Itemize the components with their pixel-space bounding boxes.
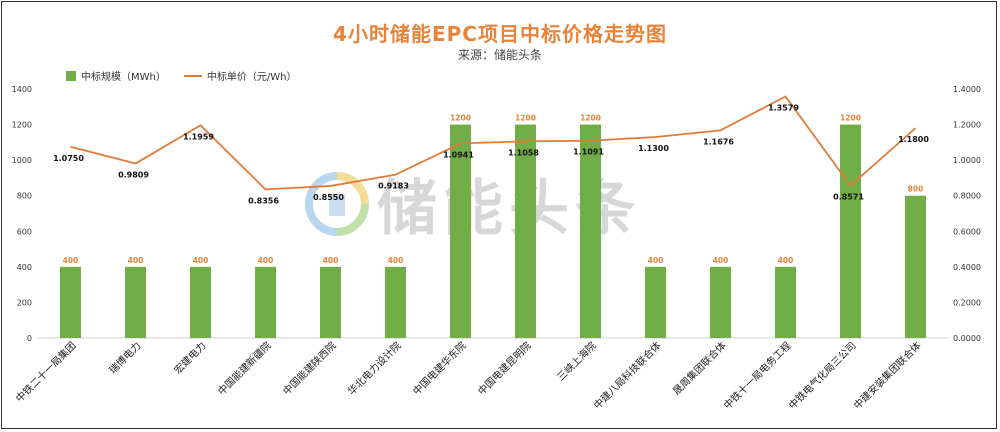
bar-value-label: 400 (63, 256, 79, 265)
bar (60, 266, 81, 338)
line-value-label: 0.9183 (378, 182, 409, 191)
y-right-tick-label: 0.4000 (953, 263, 981, 272)
bar (385, 266, 406, 338)
bar-value-label: 800 (908, 185, 924, 194)
line-value-label: 1.1676 (703, 137, 734, 146)
bar-value-label: 400 (388, 256, 404, 265)
bar (905, 195, 926, 338)
line-value-label: 1.1800 (898, 135, 929, 144)
y-left-tick-label: 200 (17, 298, 32, 307)
x-tick-label: 晟周集团联合体 (670, 339, 729, 398)
chart-subtitle: 来源：储能头条 (457, 48, 542, 62)
y-left-tick-label: 800 (17, 192, 32, 201)
bar (320, 266, 341, 338)
x-tick-label: 宏建电力 (171, 339, 208, 376)
y-left-tick-label: 0 (27, 334, 32, 343)
bar-value-label: 400 (713, 256, 729, 265)
bar (190, 266, 211, 338)
bar (775, 266, 796, 338)
bar (515, 124, 536, 338)
legend-item-line: 中标单价（元/Wh） (183, 68, 297, 83)
bar-value-label: 400 (323, 256, 339, 265)
line-value-label: 1.0941 (443, 150, 474, 159)
x-tick-label: 瑞博电力 (106, 339, 143, 376)
line-value-label: 0.8550 (313, 193, 344, 202)
y-right-tick-label: 0.8000 (953, 192, 981, 201)
x-tick-label: 中国能建陕西院 (280, 339, 339, 398)
y-right-tick-label: 1.4000 (953, 85, 981, 94)
x-tick-label: 中建安装集团联合体 (851, 339, 924, 412)
x-tick-label: 华北电力设计院 (345, 339, 404, 398)
y-right-tick-label: 1.2000 (953, 121, 981, 130)
line-value-label: 0.8356 (248, 196, 279, 205)
bar-value-label: 400 (648, 256, 664, 265)
bar (645, 266, 666, 338)
y-left-tick-label: 1400 (12, 85, 32, 94)
y-left-tick-label: 600 (17, 227, 32, 236)
line-value-label: 1.1058 (508, 148, 539, 157)
legend-label-bar: 中标规模（MWh） (81, 72, 166, 83)
bar-value-label: 1200 (450, 114, 471, 123)
legend-swatch-bar (66, 70, 76, 81)
line-value-label: 1.1300 (638, 144, 669, 153)
x-tick-label: 中铁十一局电务工程 (721, 339, 794, 412)
x-tick-label: 中建八局科技联合体 (591, 339, 664, 412)
chart-title: 4小时储能EPC项目中标价格走势图 (333, 22, 667, 46)
x-tick-label: 中国电建华东院 (410, 339, 469, 398)
x-tick-label: 三峡上海院 (554, 339, 599, 384)
bar (125, 266, 146, 338)
y-right-tick-label: 1.0000 (953, 156, 981, 165)
bar-value-label: 1200 (580, 114, 601, 123)
bar-value-label: 400 (258, 256, 274, 265)
line-value-label: 1.1959 (183, 132, 214, 141)
bar-value-label: 400 (193, 256, 209, 265)
line-value-label: 1.3579 (768, 103, 799, 112)
legend-swatch-line (183, 74, 202, 77)
y-right-tick-label: 0.6000 (953, 227, 981, 236)
bar-value-label: 1200 (840, 114, 861, 123)
bar (710, 266, 731, 338)
line-value-label: 1.0750 (53, 154, 84, 163)
bar-value-label: 400 (128, 256, 144, 265)
line-value-label: 0.8571 (833, 193, 864, 202)
line-value-label: 0.9809 (118, 171, 149, 180)
y-left-tick-label: 1200 (12, 121, 32, 130)
bar-value-label: 1200 (515, 114, 536, 123)
bar-value-label: 400 (778, 256, 794, 265)
bar (840, 124, 861, 338)
chart-legend: 中标规模（MWh） 中标单价（元/Wh） (66, 68, 296, 83)
y-left-tick-label: 1000 (12, 156, 32, 165)
legend-item-bar: 中标规模（MWh） (66, 68, 166, 83)
x-tick-label: 中铁电气化局三公司 (786, 339, 859, 412)
y-right-tick-label: 0.2000 (953, 298, 981, 307)
bar (255, 266, 276, 338)
y-right-tick-label: 0.0000 (953, 334, 981, 343)
x-tick-label: 中铁二十一局集团 (13, 339, 79, 405)
y-left-tick-label: 400 (17, 263, 32, 272)
x-tick-label: 中国能建新疆院 (215, 339, 274, 398)
bar (450, 124, 471, 338)
line-value-label: 1.1091 (573, 148, 604, 157)
bar (580, 124, 601, 338)
price-line (70, 95, 917, 191)
legend-label-line: 中标单价（元/Wh） (206, 72, 297, 83)
x-tick-label: 中国电建昆明院 (475, 339, 534, 398)
